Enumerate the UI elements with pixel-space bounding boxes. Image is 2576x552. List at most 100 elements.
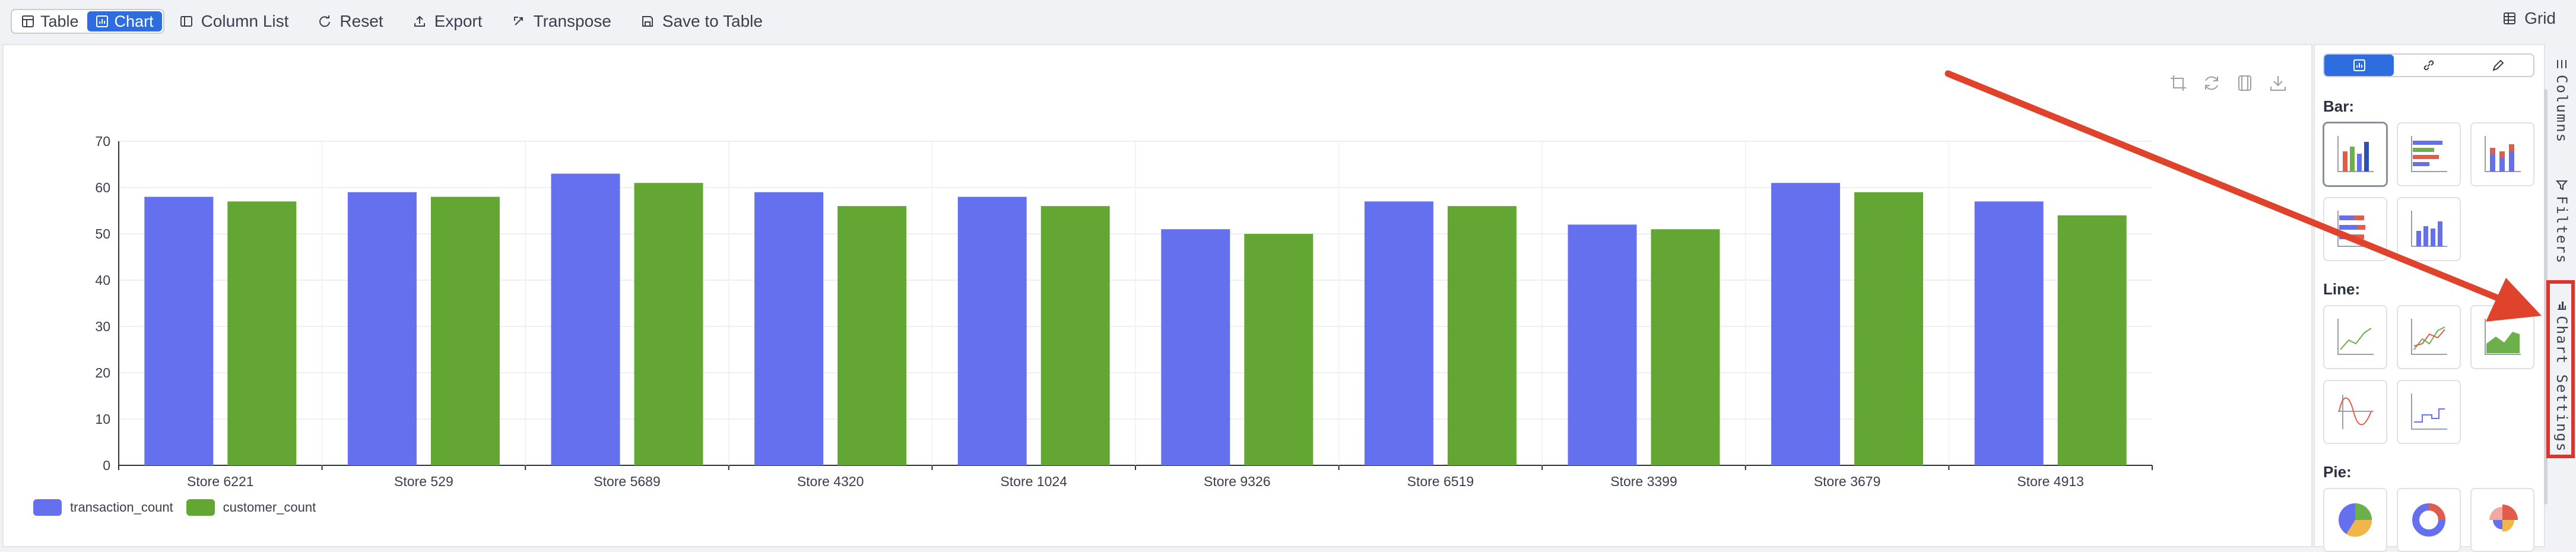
export-icon <box>414 15 425 27</box>
line-basic-thumb[interactable] <box>2323 305 2387 369</box>
y-tick-label: 0 <box>103 458 110 473</box>
pencil-icon <box>2492 59 2504 71</box>
bar-transaction-count <box>347 192 417 465</box>
x-tick-label: Store 6221 <box>187 474 254 489</box>
grid-icon <box>2504 12 2516 24</box>
x-tick-label: Store 5689 <box>594 474 661 489</box>
arrow-head-icon <box>2486 278 2542 322</box>
tab-chart-type[interactable] <box>2324 55 2394 76</box>
transpose-button[interactable]: Transpose <box>512 9 611 34</box>
crop-icon[interactable] <box>2169 74 2188 93</box>
multi-line-icon <box>2411 319 2447 355</box>
highlight-box <box>2546 280 2575 458</box>
arrow-shaft <box>1944 70 2501 302</box>
download-icon[interactable] <box>2269 74 2288 93</box>
rail-filters-label: Filters <box>2553 196 2570 265</box>
rail-tab-filters[interactable]: Filters <box>2548 179 2576 264</box>
chart-view-label: Chart <box>114 12 154 30</box>
x-tick-label: Store 3399 <box>1610 474 1677 489</box>
export-label: Export <box>434 12 483 30</box>
bar-customer-count <box>430 196 500 465</box>
bar-customer-count <box>1244 234 1314 465</box>
data-view-icon[interactable] <box>2235 74 2254 93</box>
bar-transaction-count <box>1771 183 1841 465</box>
rail-tab-chart-settings[interactable]: Chart Settings <box>2548 299 2576 452</box>
table-view-button[interactable]: Table <box>13 11 87 31</box>
line-multi-thumb[interactable] <box>2397 305 2461 369</box>
horizontal-bar-icon <box>2411 136 2447 172</box>
stacked-bar-icon <box>2485 136 2521 172</box>
bar-horizontal-thumb[interactable] <box>2397 122 2461 186</box>
y-tick-label: 50 <box>95 226 110 242</box>
legend-label: transaction_count <box>70 500 173 515</box>
y-tick-label: 70 <box>95 134 110 149</box>
chart-icon <box>96 15 108 27</box>
table-view-label: Table <box>40 12 79 30</box>
y-tick-label: 30 <box>95 319 110 334</box>
rail-chart-settings-label: Chart Settings <box>2553 316 2570 453</box>
legend-label: customer_count <box>223 500 316 515</box>
x-tick-label: Store 3679 <box>1814 474 1881 489</box>
bar-grouped-thumb[interactable] <box>2323 122 2387 186</box>
bar-transaction-count <box>754 192 824 465</box>
bar-stacked-thumb[interactable] <box>2470 122 2534 186</box>
reset-label: Reset <box>340 12 383 30</box>
table-icon <box>22 15 34 27</box>
bar-customer-count <box>634 183 703 465</box>
bar-customer-count <box>837 206 907 465</box>
smooth-line-icon <box>2338 395 2374 429</box>
legend-item-customer-count[interactable]: customer_count <box>186 499 316 516</box>
x-tick-label: Store 4913 <box>2017 474 2084 489</box>
tab-link[interactable] <box>2394 55 2463 76</box>
bar-transaction-count <box>1568 224 1637 465</box>
filter-icon <box>2556 180 2568 191</box>
transpose-label: Transpose <box>533 12 611 30</box>
grouped-bar-icon <box>2337 136 2374 172</box>
pie-thumb[interactable] <box>2323 488 2387 552</box>
x-tick-label: Store 9326 <box>1204 474 1271 489</box>
transpose-icon <box>513 17 523 26</box>
x-tick-label: Store 4320 <box>797 474 864 489</box>
x-tick-label: Store 6519 <box>1407 474 1474 489</box>
side-rail: Columns Filters Chart Settings <box>2548 44 2576 547</box>
settings-scrollbar[interactable] <box>2544 89 2548 505</box>
bar-customer-count <box>1651 229 1720 465</box>
save-to-table-label: Save to Table <box>662 12 763 30</box>
rose-thumb[interactable] <box>2470 488 2534 552</box>
export-button[interactable]: Export <box>413 9 483 34</box>
chart-panel: 0 10 20 30 40 50 60 70 Store 6221 Store 529 Store … <box>2 44 2312 547</box>
legend-swatch <box>33 499 62 516</box>
line-step-thumb[interactable] <box>2397 380 2461 444</box>
grid-button[interactable]: Grid <box>2503 9 2556 28</box>
reset-button[interactable]: Reset <box>318 9 383 34</box>
x-tick-label: Store 529 <box>394 474 453 489</box>
rail-tab-columns[interactable]: Columns <box>2548 58 2576 143</box>
y-tick-label: 10 <box>95 411 110 427</box>
chart-legend: transaction_count customer_count <box>33 499 329 516</box>
y-tick-label: 60 <box>95 180 110 195</box>
bar-customer-count <box>2057 215 2127 465</box>
bar-chart-icon <box>2558 302 2566 310</box>
grid-label: Grid <box>2524 9 2556 27</box>
bar-simple-thumb[interactable] <box>2397 197 2461 261</box>
view-toggle: Table Chart <box>11 9 164 34</box>
area-chart-icon <box>2485 319 2521 355</box>
line-smooth-thumb[interactable] <box>2323 380 2387 444</box>
line-chart-icon <box>2337 319 2374 355</box>
step-line-icon <box>2411 394 2447 430</box>
pie-chart-icon <box>2339 503 2372 537</box>
chart-view-button[interactable]: Chart <box>87 11 162 31</box>
column-list-button[interactable]: Column List <box>180 9 288 34</box>
donut-thumb[interactable] <box>2397 488 2461 552</box>
bar-customer-count <box>227 201 297 465</box>
chart-toolbox <box>2169 74 2288 93</box>
refresh-icon[interactable] <box>2202 74 2221 93</box>
save-to-table-button[interactable]: Save to Table <box>641 9 763 34</box>
donut-chart-icon <box>2412 503 2445 537</box>
legend-item-transaction-count[interactable]: transaction_count <box>33 499 173 516</box>
tab-customize[interactable] <box>2464 55 2533 76</box>
link-icon <box>2423 60 2434 71</box>
bar-transaction-count <box>551 173 620 465</box>
legend-swatch <box>186 499 215 516</box>
